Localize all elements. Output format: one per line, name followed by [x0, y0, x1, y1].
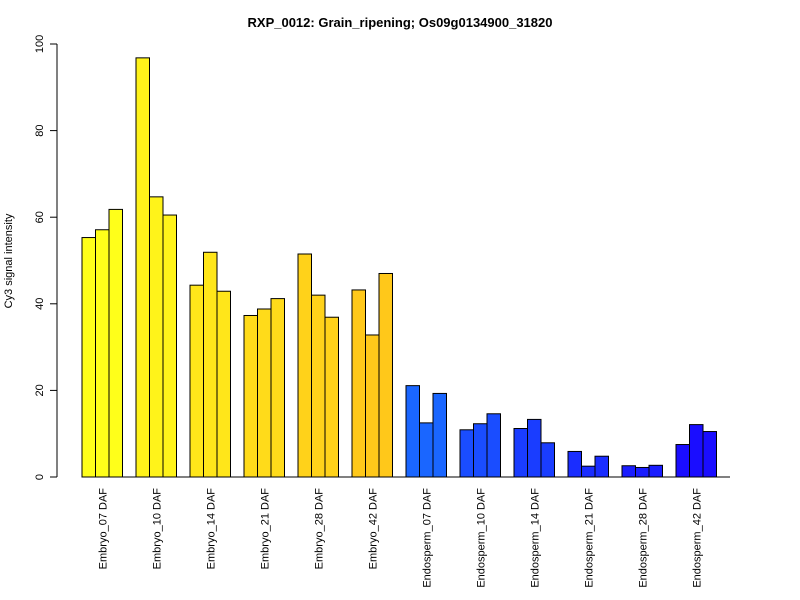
chart-title: RXP_0012: Grain_ripening; Os09g0134900_3… [248, 15, 553, 30]
bar [95, 229, 110, 478]
bar [702, 431, 717, 478]
bar [135, 57, 150, 478]
y-axis-label: Cy3 signal intensity [3, 213, 15, 308]
y-tick-label: 80 [34, 124, 46, 136]
bar [689, 424, 704, 478]
bar [567, 450, 582, 478]
bar [635, 466, 650, 478]
bar [513, 428, 528, 478]
bar [243, 314, 258, 478]
bar [486, 413, 501, 478]
y-tick-label: 40 [34, 298, 46, 310]
x-category-label: Embryo_28 DAF [313, 488, 325, 570]
y-tick-label: 60 [34, 211, 46, 223]
bar [648, 464, 663, 478]
bar [365, 334, 380, 478]
bar [108, 208, 123, 478]
bar [405, 385, 420, 478]
y-axis: 0 20 40 60 80 100 [34, 35, 58, 480]
x-category-label: Embryo_10 DAF [151, 488, 163, 570]
x-category-label: Embryo_07 DAF [97, 488, 109, 570]
x-axis-labels: Embryo_07 DAF Embryo_10 DAF Embryo_14 DAF E… [97, 488, 703, 588]
bar [216, 290, 231, 478]
bar [270, 298, 285, 478]
bar [675, 444, 690, 478]
x-category-label: Endosperm_14 DAF [529, 488, 541, 588]
bar [351, 289, 366, 478]
bar [149, 196, 164, 478]
bars-group [81, 57, 730, 478]
bar [621, 465, 636, 478]
x-category-label: Endosperm_28 DAF [637, 488, 649, 588]
bar [378, 272, 393, 478]
bar [459, 429, 474, 478]
x-category-label: Endosperm_42 DAF [691, 488, 703, 588]
bar [257, 308, 272, 478]
y-tick-label: 100 [34, 35, 46, 53]
bar [527, 418, 542, 478]
bar [594, 455, 609, 478]
x-category-label: Endosperm_07 DAF [421, 488, 433, 588]
x-category-label: Embryo_42 DAF [367, 488, 379, 570]
bar [162, 214, 177, 478]
bar [189, 284, 204, 478]
bar [324, 316, 339, 478]
bar [432, 392, 447, 478]
y-tick-label: 20 [34, 384, 46, 396]
bar [473, 423, 488, 478]
bar [311, 294, 326, 478]
bar [203, 251, 218, 478]
x-category-label: Embryo_14 DAF [205, 488, 217, 570]
x-category-label: Endosperm_21 DAF [583, 488, 595, 588]
bar [81, 237, 96, 478]
y-tick-label: 0 [34, 474, 46, 480]
bar [297, 253, 312, 478]
x-category-label: Embryo_21 DAF [259, 488, 271, 570]
bar [581, 465, 596, 478]
x-category-label: Endosperm_10 DAF [475, 488, 487, 588]
bar [419, 422, 434, 478]
bar [540, 442, 555, 478]
